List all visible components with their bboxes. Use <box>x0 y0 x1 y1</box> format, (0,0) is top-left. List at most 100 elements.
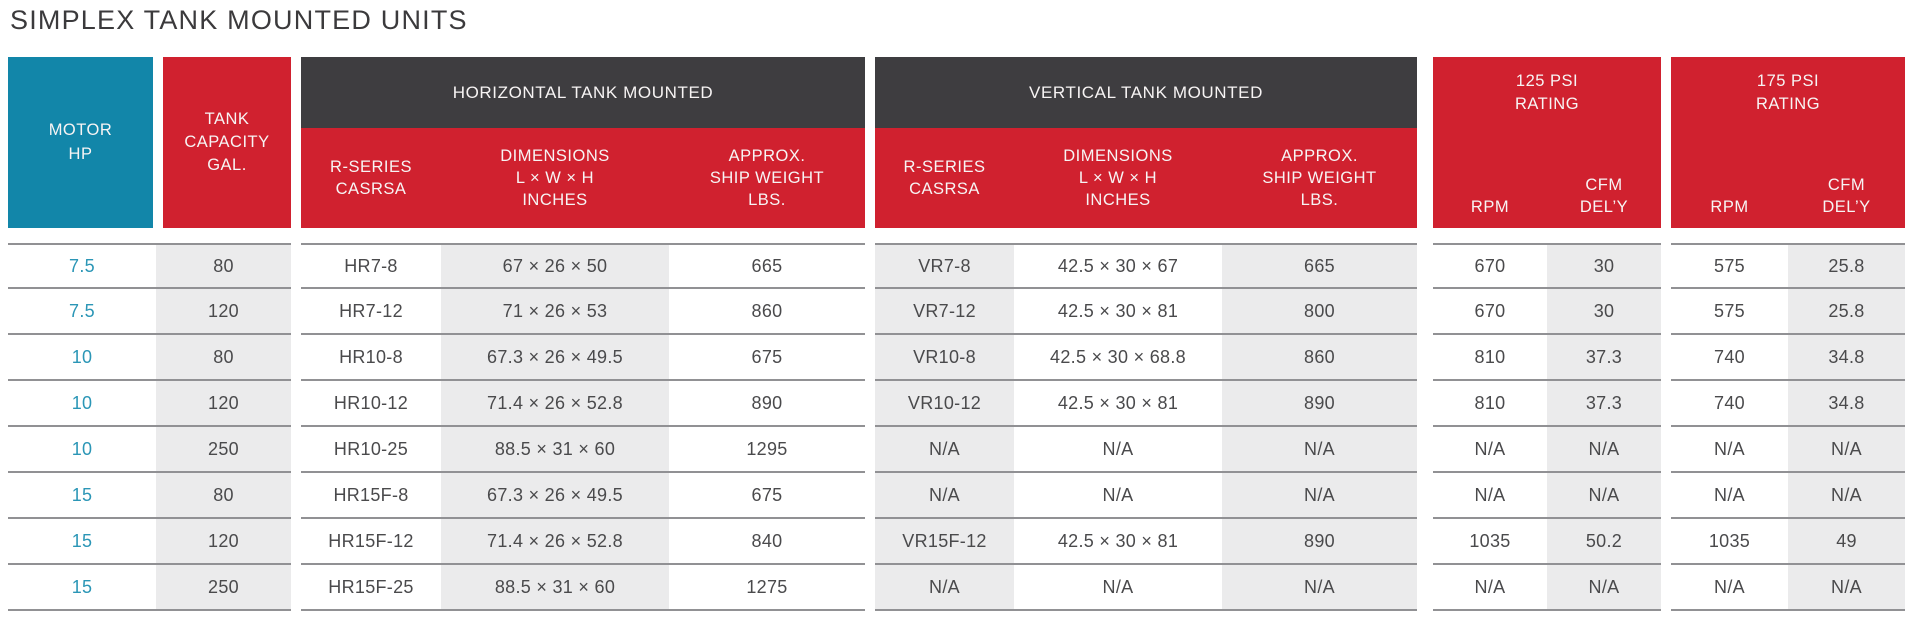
row-segment-vertical: VR10-12 42.5 × 30 × 81 890 <box>875 381 1417 427</box>
row-segment-psi-175: N/A N/A <box>1671 565 1905 611</box>
row-gap <box>291 335 301 381</box>
cell-125-cfm: 30 <box>1547 289 1661 333</box>
cell-h-series: HR15F-12 <box>328 530 414 551</box>
cell-h-series: HR15F-25 <box>328 576 414 597</box>
row-gap <box>1661 381 1671 427</box>
cell-tank-capacity: 120 <box>156 381 291 425</box>
cell-v-series: VR10-8 <box>875 335 1014 379</box>
row-segment-psi-175: 740 34.8 <box>1671 381 1905 427</box>
table-row: 10 120 HR10-12 71.4 × 26 × 52.8 890 VR10… <box>8 381 1905 427</box>
cell-h-ship-weight: 675 <box>751 346 783 367</box>
row-gap <box>865 335 875 381</box>
cell-175-rpm: 575 <box>1714 255 1745 276</box>
cell-tank-capacity: 80 <box>156 245 291 287</box>
row-gap <box>291 243 301 289</box>
header-gap <box>1661 57 1671 228</box>
row-gap <box>291 381 301 427</box>
row-segment-horizontal: HR15F-12 71.4 × 26 × 52.8 840 <box>301 519 865 565</box>
cell-h-dimensions: 67 × 26 × 50 <box>441 245 669 287</box>
cell-175-rpm: N/A <box>1714 484 1745 505</box>
row-gap <box>1661 565 1671 611</box>
header-175-cfm: CFM DEL’Y <box>1822 176 1871 216</box>
cell-125-rpm: 670 <box>1474 300 1506 321</box>
row-gap <box>1417 381 1433 427</box>
row-gap <box>1661 243 1671 289</box>
header-v-series: R-SERIES CASRSA <box>903 157 986 198</box>
row-segment-motor-capacity: 10 80 <box>8 335 291 381</box>
cell-motor-hp: 10 <box>71 438 93 459</box>
cell-motor-hp: 15 <box>71 484 93 505</box>
row-segment-vertical: VR7-12 42.5 × 30 × 81 800 <box>875 289 1417 335</box>
row-segment-psi-125: N/A N/A <box>1433 565 1661 611</box>
psi-125-subheader-row: RPM CFM DEL’Y <box>1433 175 1661 218</box>
row-segment-vertical: N/A N/A N/A <box>875 473 1417 519</box>
row-gap <box>1417 519 1433 565</box>
header-group-psi-175: 175 PSI RATING RPM CFM DEL’Y <box>1671 57 1905 228</box>
cell-v-ship-weight: 890 <box>1222 381 1417 425</box>
header-h-dimensions: DIMENSIONS L × W × H INCHES <box>500 146 610 210</box>
row-segment-horizontal: HR15F-8 67.3 × 26 × 49.5 675 <box>301 473 865 519</box>
row-gap <box>865 381 875 427</box>
row-segment-psi-125: N/A N/A <box>1433 427 1661 473</box>
cell-tank-capacity: 80 <box>156 335 291 379</box>
cell-h-series: HR10-25 <box>333 438 409 459</box>
header-gap <box>153 57 163 228</box>
cell-motor-hp: 15 <box>71 530 93 551</box>
row-gap <box>1417 473 1433 519</box>
cell-h-ship-weight: 1275 <box>746 576 788 597</box>
table-body: 7.5 80 HR7-8 67 × 26 × 50 665 VR7-8 42.5… <box>8 243 1905 611</box>
row-segment-motor-capacity: 7.5 80 <box>8 243 291 289</box>
cell-v-dimensions: 42.5 × 30 × 81 <box>1057 530 1179 551</box>
cell-125-cfm: 30 <box>1547 245 1661 287</box>
psi-175-title: 175 PSI RATING <box>1755 72 1821 114</box>
cell-175-cfm: N/A <box>1788 565 1905 609</box>
cell-v-series: N/A <box>875 565 1014 609</box>
table-header: MOTOR HP TANK CAPACITY GAL. HORIZONTAL T… <box>8 57 1905 228</box>
header-group-horizontal: HORIZONTAL TANK MOUNTED R-SERIES CASRSA … <box>301 57 865 228</box>
cell-h-dimensions: 67.3 × 26 × 49.5 <box>441 335 669 379</box>
row-segment-horizontal: HR10-25 88.5 × 31 × 60 1295 <box>301 427 865 473</box>
row-segment-vertical: N/A N/A N/A <box>875 565 1417 611</box>
row-gap <box>865 427 875 473</box>
vertical-banner: VERTICAL TANK MOUNTED <box>875 57 1417 128</box>
cell-v-dimensions: 42.5 × 30 × 68.8 <box>1050 346 1186 367</box>
cell-h-ship-weight: 890 <box>751 392 783 413</box>
cell-v-series: VR7-12 <box>875 289 1014 333</box>
cell-v-series: N/A <box>875 427 1014 471</box>
cell-v-dimensions: 42.5 × 30 × 67 <box>1057 255 1179 276</box>
horizontal-banner: HORIZONTAL TANK MOUNTED <box>301 57 865 128</box>
row-segment-psi-175: 575 25.8 <box>1671 289 1905 335</box>
cell-v-dimensions: 42.5 × 30 × 81 <box>1057 392 1179 413</box>
cell-h-series: HR10-8 <box>339 346 403 367</box>
vertical-subheader-row: R-SERIES CASRSA DIMENSIONS L × W × H INC… <box>875 128 1417 228</box>
cell-175-cfm: 34.8 <box>1788 335 1905 379</box>
cell-h-ship-weight: 675 <box>751 484 783 505</box>
row-segment-psi-175: N/A N/A <box>1671 427 1905 473</box>
row-gap <box>1417 427 1433 473</box>
cell-175-cfm: N/A <box>1788 427 1905 471</box>
header-h-series: R-SERIES CASRSA <box>330 157 412 198</box>
row-gap <box>1661 289 1671 335</box>
row-segment-vertical: VR7-8 42.5 × 30 × 67 665 <box>875 243 1417 289</box>
page-title: SIMPLEX TANK MOUNTED UNITS <box>10 5 468 35</box>
cell-175-rpm: 1035 <box>1708 530 1751 551</box>
row-segment-vertical: VR15F-12 42.5 × 30 × 81 890 <box>875 519 1417 565</box>
row-segment-psi-175: 575 25.8 <box>1671 243 1905 289</box>
row-segment-psi-175: 1035 49 <box>1671 519 1905 565</box>
cell-v-series: VR15F-12 <box>875 519 1014 563</box>
cell-tank-capacity: 80 <box>156 473 291 517</box>
cell-h-series: HR15F-8 <box>333 484 409 505</box>
header-125-cfm: CFM DEL’Y <box>1579 176 1629 216</box>
cell-tank-capacity: 250 <box>156 427 291 471</box>
row-segment-horizontal: HR7-12 71 × 26 × 53 860 <box>301 289 865 335</box>
row-gap <box>1417 335 1433 381</box>
cell-175-cfm: N/A <box>1788 473 1905 517</box>
cell-h-series: HR10-12 <box>333 392 409 413</box>
cell-v-series: N/A <box>875 473 1014 517</box>
cell-175-rpm: N/A <box>1714 438 1745 459</box>
psi-125-title: 125 PSI RATING <box>1514 72 1580 114</box>
cell-h-dimensions: 71.4 × 26 × 52.8 <box>441 381 669 425</box>
cell-v-ship-weight: N/A <box>1222 473 1417 517</box>
header-v-dimensions: DIMENSIONS L × W × H INCHES <box>1063 146 1173 210</box>
row-segment-horizontal: HR10-12 71.4 × 26 × 52.8 890 <box>301 381 865 427</box>
